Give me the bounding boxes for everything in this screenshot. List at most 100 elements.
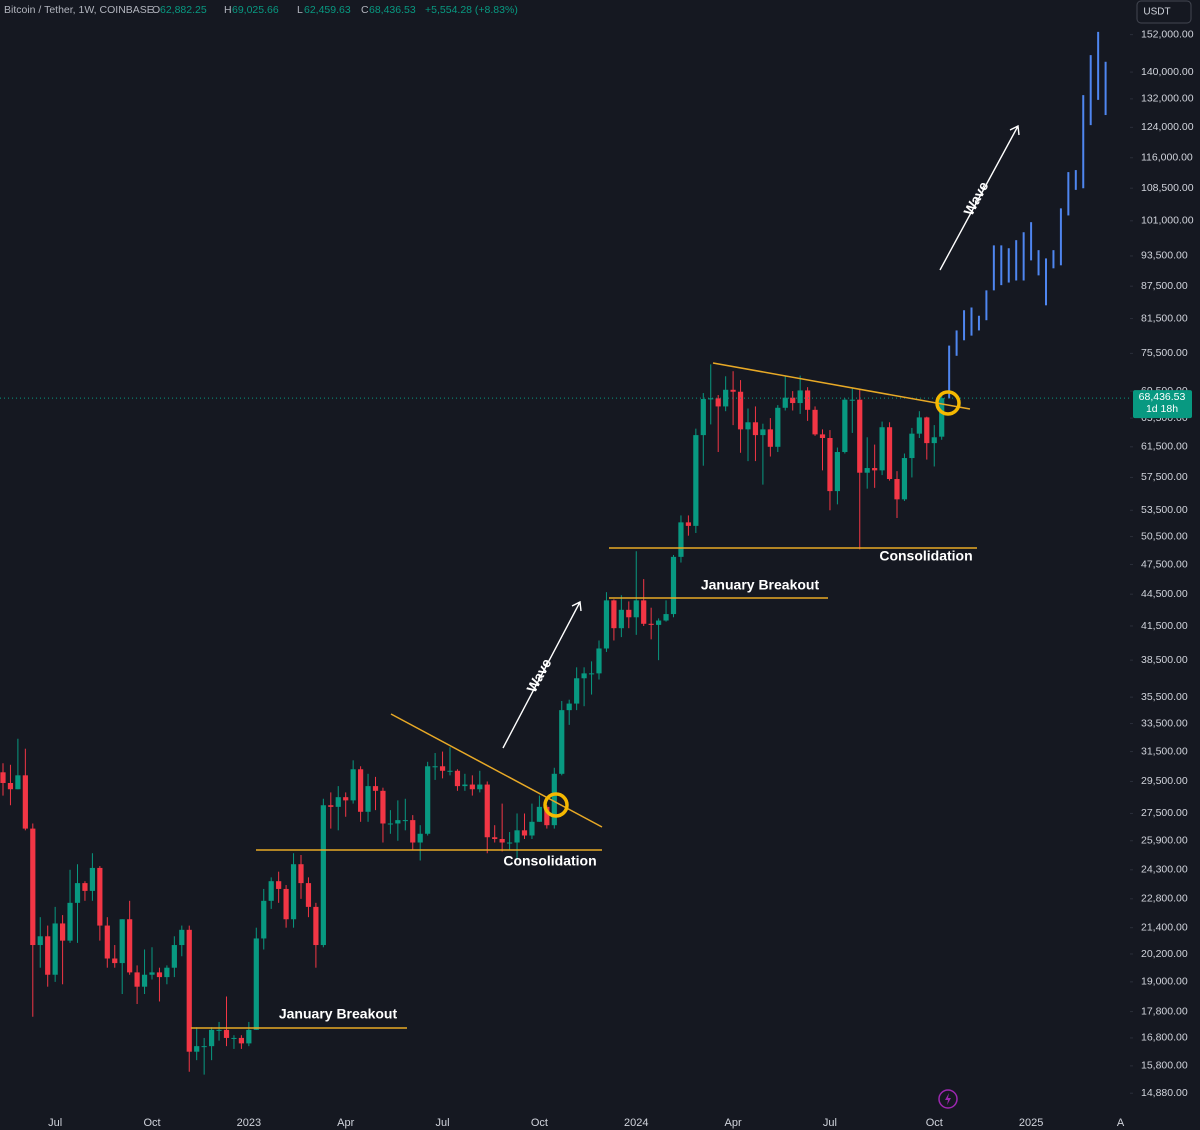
candle-body	[231, 1037, 237, 1039]
candle-body	[469, 784, 475, 790]
y-tick-label: 53,500.00	[1141, 504, 1188, 516]
candle-body	[261, 900, 267, 939]
y-tick-label: 93,500.00	[1141, 250, 1188, 262]
candle-body	[171, 945, 177, 968]
candle-body	[7, 783, 14, 790]
candle-body	[901, 458, 908, 500]
candle-body	[514, 830, 520, 843]
last-price-label: 68,436.53	[1139, 391, 1186, 403]
candle-body	[641, 600, 647, 624]
breakout-circle	[543, 792, 569, 818]
candle-body	[410, 820, 416, 843]
wave-arrow	[939, 124, 1020, 271]
candle-body	[872, 468, 878, 471]
annotation: Consolidation	[503, 853, 596, 869]
candle-body	[179, 929, 185, 946]
y-tick-label: 108,500.00	[1141, 182, 1194, 194]
candle-body	[596, 648, 602, 674]
candle-body	[790, 397, 796, 404]
candle-body	[507, 842, 513, 844]
candle-body	[484, 784, 490, 838]
y-tick-label: 41,500.00	[1141, 620, 1188, 632]
candle-body	[857, 399, 863, 473]
candle-body	[685, 522, 691, 526]
currency-box[interactable]	[1136, 0, 1192, 24]
y-tick-label: 14,880.00	[1141, 1087, 1188, 1099]
ohlc-key: O	[152, 4, 160, 16]
candle-body	[402, 820, 408, 822]
candle-body	[730, 389, 736, 392]
candle-body	[581, 673, 587, 679]
annotation: January Breakout	[279, 1006, 398, 1022]
alert-bolt	[945, 1093, 951, 1105]
header: Bitcoin / Tether, 1W, COINBASE O 62,882.…	[4, 0, 1192, 24]
candle-body	[708, 398, 714, 400]
candle-body	[298, 864, 304, 884]
x-tick-label: 2025	[1019, 1117, 1043, 1129]
candle-body	[305, 883, 312, 907]
ohlc-key: H	[224, 4, 232, 16]
alert-icon[interactable]	[938, 1089, 958, 1109]
candle-body	[37, 936, 43, 946]
annotation: Consolidation	[879, 548, 972, 564]
candle-body	[395, 820, 401, 824]
x-tick-label: Jul	[436, 1117, 450, 1129]
candle-body	[916, 417, 922, 434]
candle-body	[201, 1046, 207, 1048]
y-tick-label: 35,500.00	[1141, 691, 1188, 703]
candle-body	[358, 769, 364, 812]
candle-body	[834, 452, 840, 492]
candle-body	[276, 881, 282, 889]
ohlc-value: 62,459.63	[304, 4, 351, 16]
candle-body	[782, 397, 788, 408]
candle-body	[283, 888, 289, 920]
y-tick-label: 24,300.00	[1141, 864, 1188, 876]
candle-body	[827, 437, 833, 492]
candle-body	[886, 427, 893, 480]
y-tick-label: 57,500.00	[1141, 471, 1188, 483]
candle-body	[454, 770, 461, 787]
y-tick-label: 20,200.00	[1141, 948, 1188, 960]
candle-body	[30, 828, 36, 946]
alert-ring	[938, 1089, 958, 1109]
currency: USDT	[1143, 7, 1170, 18]
candle-body	[320, 805, 326, 946]
candle-body	[924, 417, 930, 444]
candle-body	[22, 775, 28, 829]
candle-body	[894, 479, 900, 500]
candle-body	[551, 773, 557, 826]
y-tick-label: 22,800.00	[1141, 893, 1188, 905]
y-tick-label: 19,000.00	[1141, 976, 1188, 988]
y-tick-label: 152,000.00	[1141, 28, 1194, 40]
candle-body	[663, 614, 669, 621]
candle-body	[372, 786, 379, 791]
candle-body	[939, 398, 945, 437]
y-tick-label: 75,500.00	[1141, 347, 1188, 359]
candle-body	[819, 434, 826, 438]
candle-body	[931, 437, 937, 444]
ohlc-value: 69,025.66	[232, 4, 279, 16]
y-tick-label: 101,000.00	[1141, 215, 1194, 227]
candle-body	[119, 919, 125, 964]
y-tick-label: 15,800.00	[1141, 1060, 1188, 1072]
candle-body	[89, 867, 95, 891]
candle-body	[60, 923, 66, 941]
candle-body	[74, 883, 81, 903]
y-tick-label: 29,500.00	[1141, 775, 1188, 787]
x-tick-label: 2024	[624, 1117, 648, 1129]
candle-body	[268, 881, 274, 901]
candle-body	[223, 1029, 230, 1038]
x-tick-label: Oct	[926, 1117, 943, 1129]
y-tick-label: 132,000.00	[1141, 93, 1194, 105]
candle-body	[812, 409, 818, 435]
candle-body	[492, 837, 498, 839]
candle-body	[67, 902, 73, 941]
y-tick-label: 124,000.00	[1141, 121, 1194, 133]
candle-body	[246, 1029, 252, 1044]
candle-body	[335, 797, 341, 807]
y-tick-label: 17,800.00	[1141, 1005, 1188, 1017]
ohlc-key: C	[361, 4, 369, 16]
candle-body	[715, 398, 721, 407]
candle-body	[864, 468, 870, 473]
